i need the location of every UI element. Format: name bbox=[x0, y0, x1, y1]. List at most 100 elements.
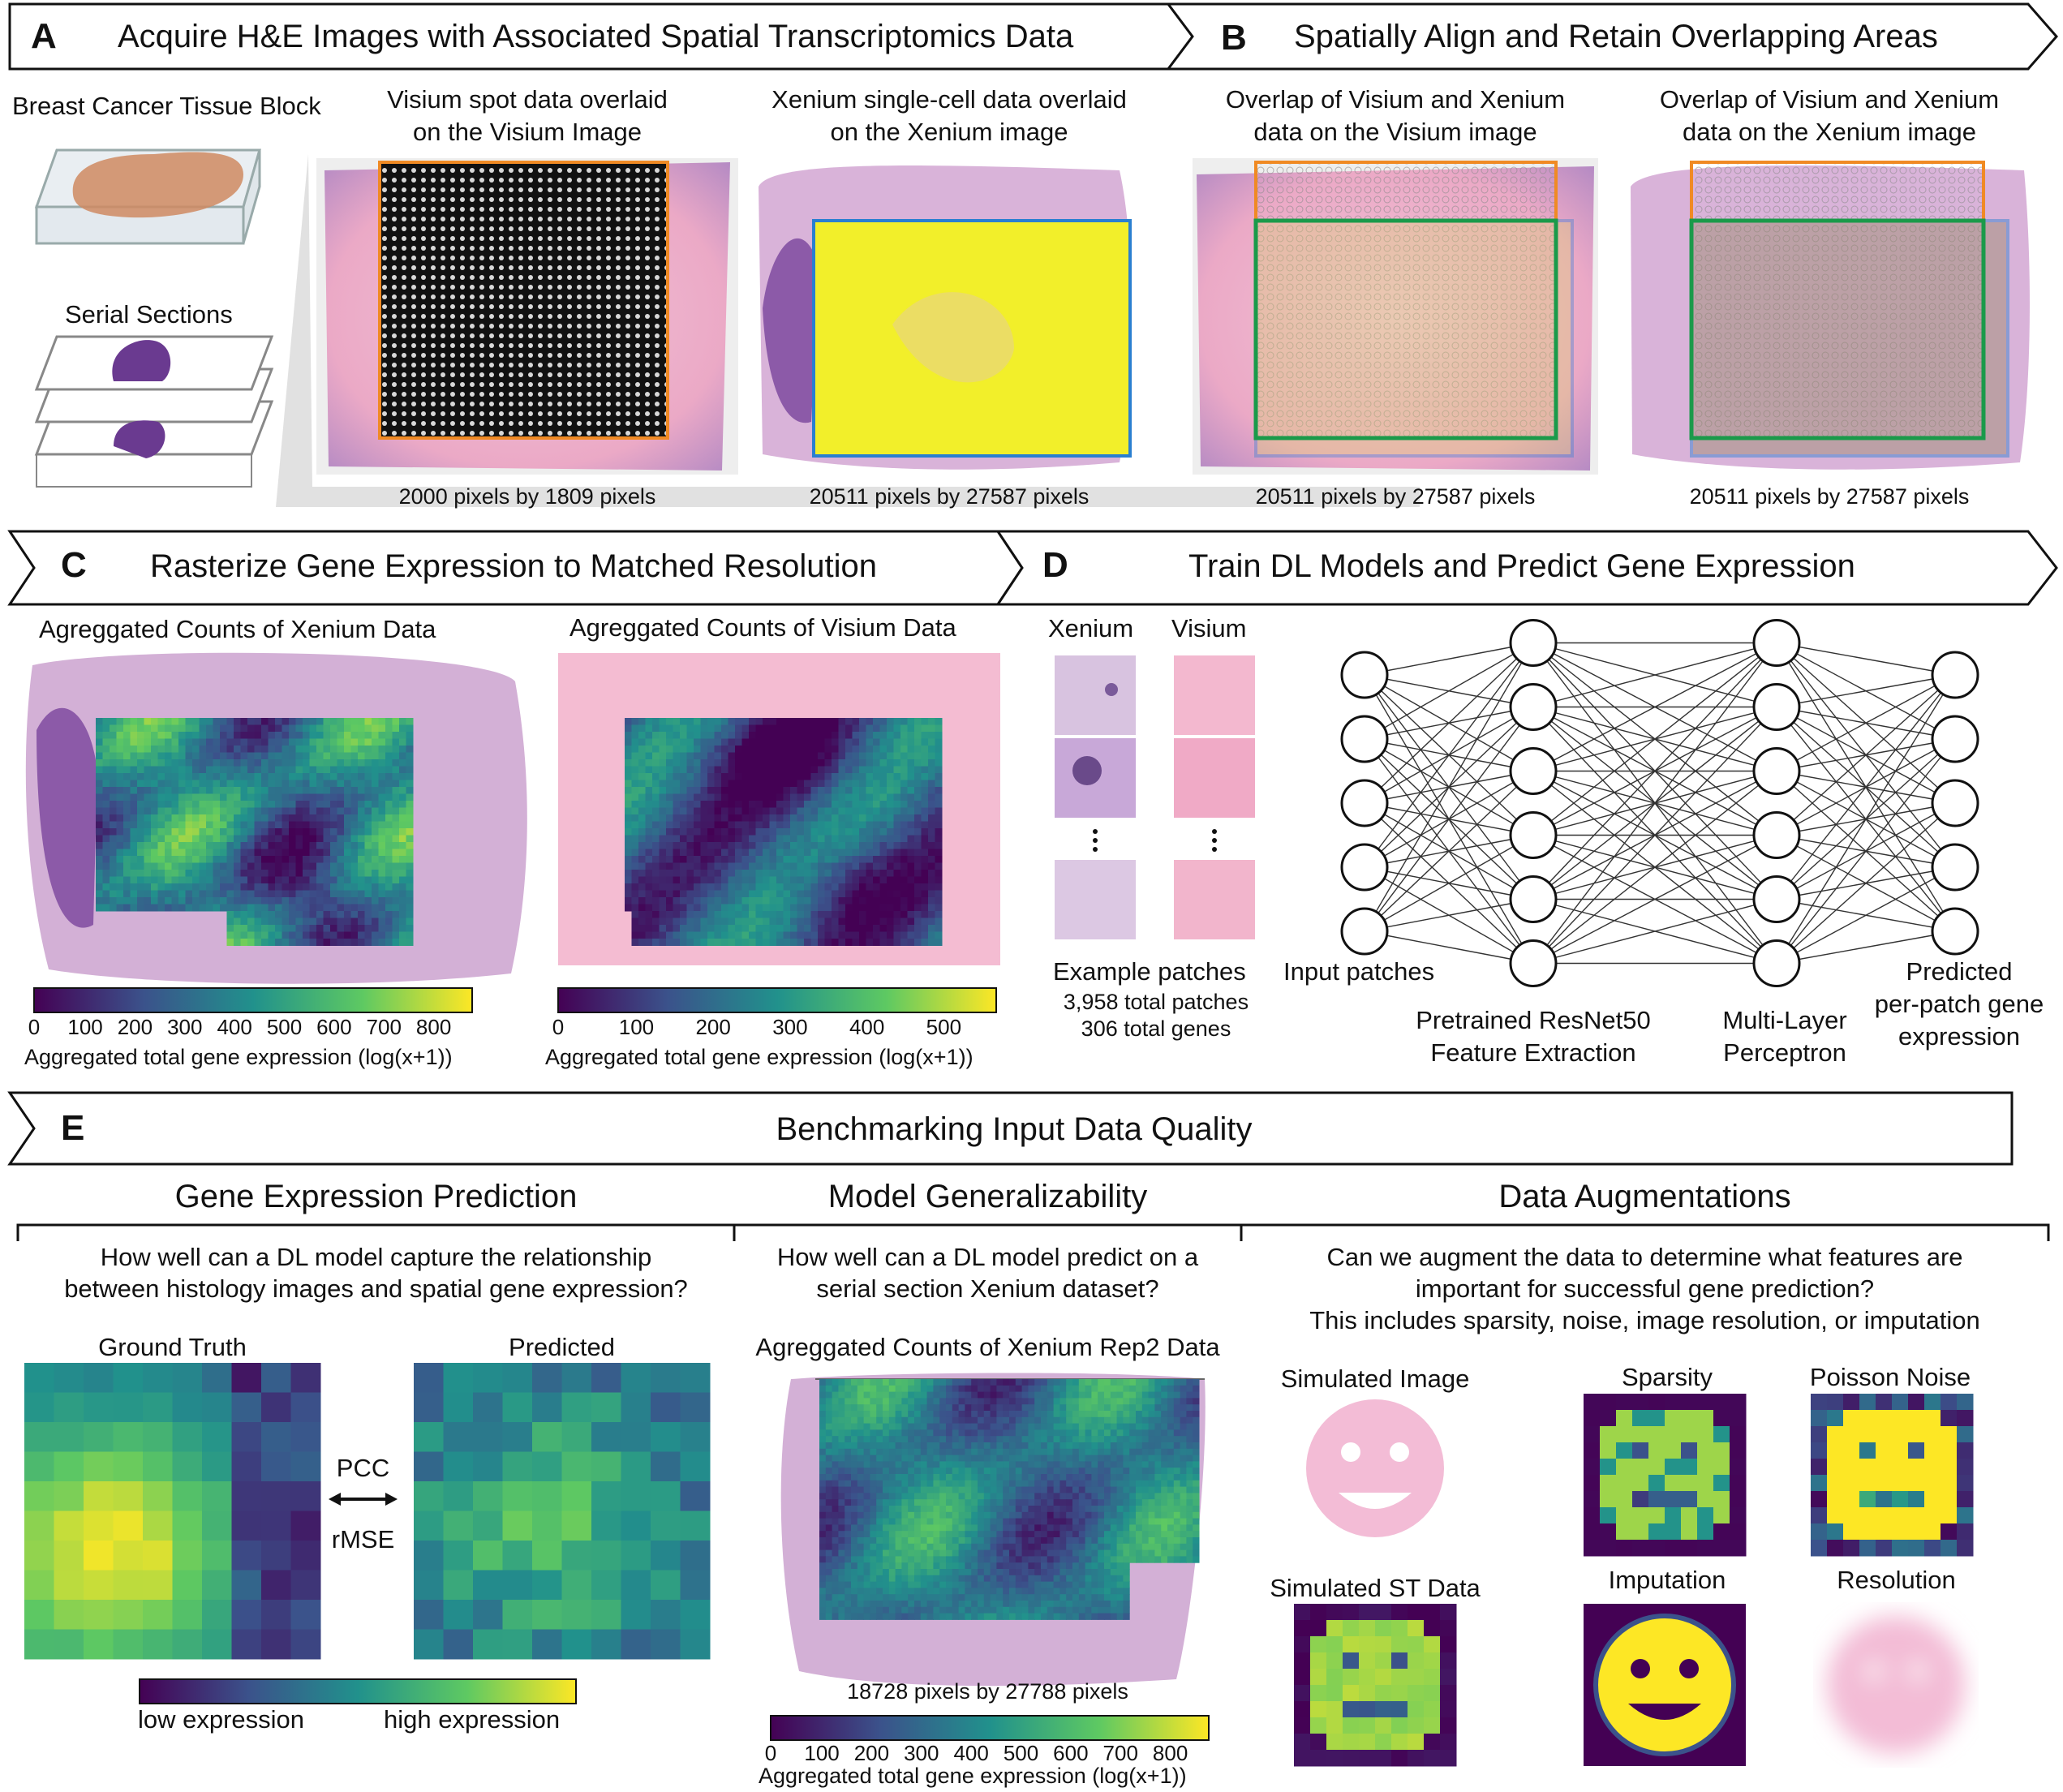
heatmap-cell bbox=[1193, 1429, 1200, 1437]
heatmap-cell bbox=[261, 807, 269, 815]
heatmap-cell bbox=[645, 773, 653, 780]
heatmap-cell bbox=[863, 1448, 870, 1456]
heatmap-cell bbox=[116, 835, 124, 843]
heatmap-cell bbox=[399, 939, 406, 946]
heatmap-cell bbox=[832, 752, 839, 760]
heatmap-cell bbox=[275, 883, 282, 891]
heatmap-cell bbox=[532, 1422, 562, 1452]
heatmap-cell bbox=[857, 1486, 865, 1493]
heatmap-cell bbox=[350, 773, 359, 780]
heatmap-cell bbox=[1072, 1493, 1080, 1500]
heatmap-cell bbox=[1091, 1385, 1098, 1393]
heatmap-cell bbox=[295, 911, 303, 918]
heatmap-cell bbox=[358, 814, 365, 822]
heatmap-cell bbox=[1116, 1549, 1124, 1557]
heatmap-cell bbox=[414, 1600, 444, 1630]
heatmap-cell bbox=[901, 1518, 909, 1525]
heatmap-cell bbox=[659, 883, 667, 891]
heatmap-cell bbox=[863, 1480, 870, 1488]
heatmap-cell bbox=[625, 883, 632, 891]
heatmap-cell bbox=[783, 759, 791, 767]
heatmap-cell bbox=[651, 1541, 681, 1571]
heatmap-cell bbox=[323, 849, 331, 857]
heatmap-cell bbox=[1123, 1398, 1130, 1405]
heatmap-cell bbox=[1085, 1455, 1092, 1462]
heatmap-cell bbox=[220, 793, 227, 801]
heatmap-cell bbox=[824, 766, 832, 774]
heatmap-cell bbox=[309, 780, 317, 788]
heatmap-cell bbox=[965, 1391, 972, 1399]
heatmap-cell bbox=[921, 939, 929, 946]
heatmap-cell bbox=[185, 759, 193, 767]
heatmap-cell bbox=[707, 787, 715, 794]
heatmap-cell bbox=[1053, 1493, 1060, 1500]
heatmap-cell bbox=[797, 724, 805, 733]
heatmap-cell bbox=[921, 862, 929, 870]
heatmap-cell bbox=[978, 1391, 985, 1399]
heatmap-cell bbox=[971, 1524, 978, 1532]
heatmap-cell bbox=[350, 780, 359, 788]
heatmap-cell bbox=[996, 1486, 1004, 1493]
heatmap-cell bbox=[721, 925, 728, 932]
heatmap-cell bbox=[755, 787, 763, 794]
heatmap-cell bbox=[157, 718, 165, 725]
heatmap-cell bbox=[908, 1499, 915, 1506]
heatmap-cell bbox=[1104, 1398, 1111, 1405]
heatmap-cell bbox=[137, 870, 144, 877]
heatmap-cell bbox=[958, 1506, 965, 1513]
heatmap-cell bbox=[824, 849, 832, 857]
heatmap-cell bbox=[185, 897, 193, 905]
heatmap-cell bbox=[921, 718, 929, 725]
heatmap-cell bbox=[838, 814, 846, 822]
heatmap-cell bbox=[700, 890, 708, 898]
heatmap-cell bbox=[157, 793, 165, 801]
heatmap-cell bbox=[952, 1423, 960, 1430]
heatmap-cell bbox=[888, 1404, 896, 1412]
heatmap-cell bbox=[1123, 1474, 1130, 1481]
heatmap-cell bbox=[810, 904, 819, 912]
heatmap-cell bbox=[1173, 1524, 1181, 1532]
heatmap-cell bbox=[873, 766, 880, 774]
heatmap-cell bbox=[1028, 1436, 1035, 1443]
heatmap-cell bbox=[921, 724, 929, 733]
heatmap-cell bbox=[443, 1481, 474, 1511]
heatmap-cell bbox=[990, 1455, 997, 1462]
heatmap-cell bbox=[151, 807, 158, 815]
heatmap-cell bbox=[110, 801, 117, 808]
heatmap-cell bbox=[206, 801, 213, 808]
heatmap-cell bbox=[700, 807, 708, 815]
heatmap-cell bbox=[797, 780, 805, 788]
heatmap-cell bbox=[178, 807, 186, 815]
heatmap-cell bbox=[810, 917, 819, 926]
heatmap-cell bbox=[96, 801, 103, 808]
heatmap-cell bbox=[303, 732, 310, 739]
heatmap-cell bbox=[192, 849, 200, 857]
heatmap-cell bbox=[151, 862, 158, 870]
heatmap-cell bbox=[24, 1600, 54, 1630]
heatmap-cell bbox=[797, 917, 805, 926]
heatmap-cell bbox=[935, 890, 943, 898]
heatmap-cell bbox=[330, 897, 337, 905]
heatmap-cell bbox=[721, 828, 728, 836]
heatmap-cell bbox=[901, 1506, 909, 1513]
heatmap-cell bbox=[888, 1391, 896, 1399]
heatmap-cell bbox=[845, 897, 853, 905]
heatmap-cell bbox=[900, 931, 908, 939]
heatmap-cell bbox=[358, 718, 365, 725]
heatmap-cell bbox=[965, 1537, 972, 1545]
heatmap-cell bbox=[790, 814, 797, 822]
heatmap-cell bbox=[638, 939, 646, 946]
heatmap-cell bbox=[1015, 1411, 1023, 1418]
heatmap-cell bbox=[282, 759, 290, 767]
heatmap-cell bbox=[295, 856, 303, 863]
heatmap-cell bbox=[1193, 1398, 1200, 1405]
heatmap-cell bbox=[1180, 1543, 1187, 1551]
heatmap-cell bbox=[1003, 1429, 1010, 1437]
heatmap-cell bbox=[680, 828, 687, 836]
heatmap-cell bbox=[137, 842, 144, 849]
heatmap-cell bbox=[845, 1524, 852, 1532]
heatmap-cell bbox=[1072, 1448, 1080, 1456]
heatmap-cell bbox=[921, 897, 929, 905]
heatmap-cell bbox=[102, 766, 110, 774]
